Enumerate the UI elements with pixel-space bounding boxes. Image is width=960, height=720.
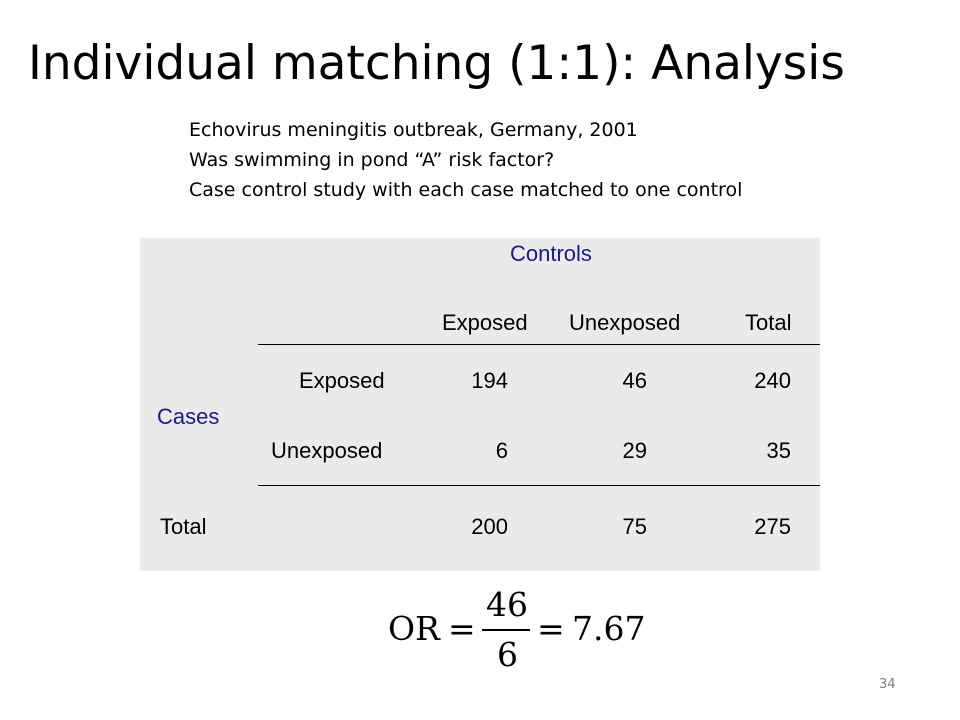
formula-equals-sign: = — [448, 609, 476, 648]
row-label-unexposed: Unexposed — [271, 438, 383, 463]
row-label-exposed: Exposed — [299, 368, 385, 393]
header-divider — [258, 344, 820, 345]
formula-result: 7.67 — [572, 609, 646, 648]
formula-lhs: OR — [388, 609, 440, 648]
matched-pairs-table: Controls Exposed Unexposed Total Cases E… — [140, 238, 820, 571]
cell-total-unexposed: 75 — [622, 514, 647, 539]
cell-exposed-exposed: 194 — [471, 368, 508, 393]
page-number: 34 — [879, 677, 896, 692]
cell-exposed-total: 240 — [754, 368, 791, 393]
subtitle-line-outbreak: Echovirus meningitis outbreak, Germany, … — [189, 119, 638, 141]
row-label-total: Total — [160, 514, 207, 539]
fraction-bar — [482, 629, 530, 631]
formula-numerator: 46 — [486, 585, 528, 624]
controls-header: Controls — [510, 241, 592, 266]
total-divider — [258, 485, 820, 486]
cell-unexposed-exposed: 6 — [495, 438, 508, 463]
formula-denominator: 6 — [497, 635, 518, 674]
odds-ratio-formula: OR = 46 6 = 7.67 — [382, 585, 652, 675]
column-header-unexposed: Unexposed — [569, 310, 681, 335]
subtitle-line-design: Case control study with each case matche… — [189, 179, 743, 201]
cases-header: Cases — [157, 404, 220, 429]
slide-title: Individual matching (1:1): Analysis — [28, 36, 845, 91]
column-header-total: Total — [745, 310, 792, 335]
cell-unexposed-unexposed: 29 — [622, 438, 647, 463]
subtitle-line-question: Was swimming in pond “A” risk factor? — [189, 149, 555, 171]
slide-subtitle: Echovirus meningitis outbreak, Germany, … — [189, 115, 742, 205]
cell-exposed-unexposed: 46 — [622, 368, 647, 393]
column-header-exposed: Exposed — [442, 310, 528, 335]
cell-grand-total: 275 — [754, 514, 791, 539]
formula-result-equals-sign: = — [537, 609, 565, 648]
cell-unexposed-total: 35 — [766, 438, 791, 463]
cell-total-exposed: 200 — [471, 514, 508, 539]
